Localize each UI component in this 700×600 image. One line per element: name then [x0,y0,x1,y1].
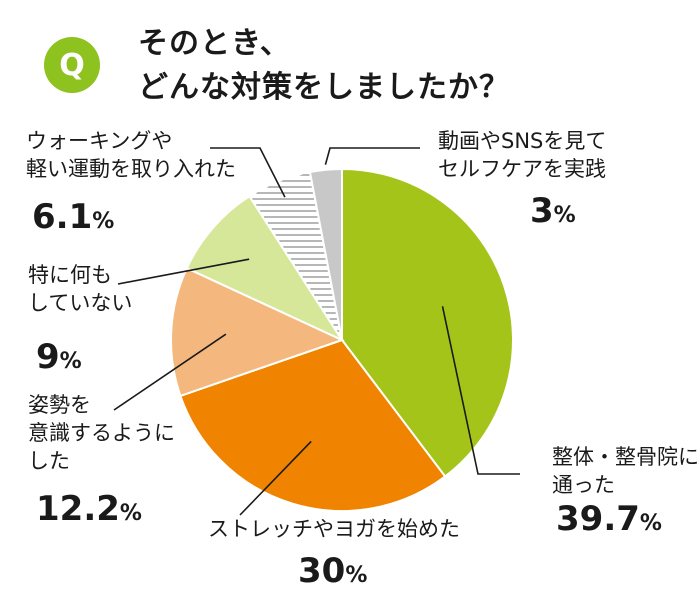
slice-label-6-line-2: セルフケアを実践 [438,157,606,181]
slice-label-6-line-1: 動画やSNSを見て [438,129,606,153]
leader-line-1 [441,306,520,475]
pie-slice-2 [179,338,447,512]
pie-slice-4 [185,194,345,343]
slice-value-1: 39.7% [556,499,662,539]
title-line-2: どんな対策をしましたか？ [138,70,510,105]
slice-label-3-line-2: 意識するように [28,421,175,445]
slice-value-5: 6.1% [32,197,114,237]
leader-line-3 [113,333,227,411]
slice-label-4-line-1: 特に何も [28,263,112,287]
slice-label-2-line-1: ストレッチやヨガを始めた [208,517,460,541]
q-badge: Q [44,37,100,93]
slice-value-6: 3% [530,191,576,231]
pie-slice-3 [170,266,345,398]
slice-label-3-line-1: 姿勢を [28,393,91,417]
slice-label-5-line-1: ウォーキングや [26,129,172,153]
leader-line-6 [324,147,420,165]
title-line-1: そのとき、 [138,26,291,61]
leader-line-2 [239,440,312,516]
chart-title: そのとき、 どんな対策をしましたか？ [138,22,510,110]
slice-label-3-line-3: した [28,449,70,473]
slice-value-4: 9% [36,337,82,377]
slice-label-1-line-1: 整体・整骨院に [552,445,699,469]
slice-value-3: 12.2% [36,489,142,529]
slice-label-5-line-2: 軽い運動を取り入れた [26,157,236,181]
slice-label-4-line-2: していない [28,291,132,315]
slice-value-2: 30% [298,551,367,591]
pie-slice-1 [341,167,514,478]
pie-slice-6 [308,167,343,341]
leader-line-5 [210,147,286,198]
leader-line-4 [117,258,250,285]
slice-label-1-line-2: 通った [552,473,615,497]
